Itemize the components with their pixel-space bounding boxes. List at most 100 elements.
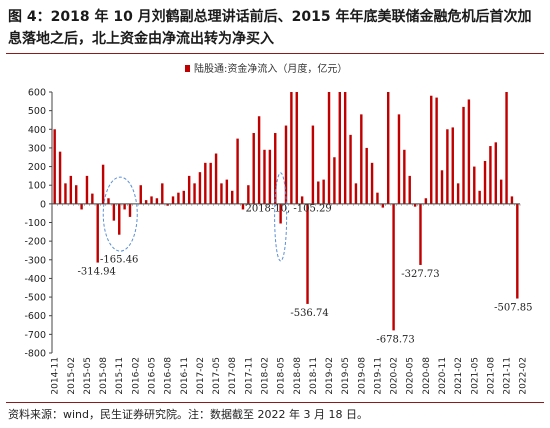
data-label: -678.73 [376,334,414,345]
bar [101,164,105,204]
y-tick-label: -800 [24,349,46,360]
x-tick-label: 2018-08 [293,357,303,395]
bar [187,175,191,204]
bar [123,203,126,210]
bar [333,157,336,204]
title-rule [6,53,544,54]
bar [91,193,94,204]
net-inflow-bar-chart: -800 -700 -600 -500 -400 -300 -200 -100 0 100 200 3… [24,62,533,395]
y-axis: -800 -700 -600 -500 -400 -300 -200 -100 0 100 200 3… [24,88,53,360]
page-title: 图 4：2018 年 10 月刘鹤副总理讲话前后、2015 年年底美联储金融危机… [8,9,532,47]
bar [85,175,89,204]
y-tick-label: 200 [28,162,46,173]
x-tick-label: 2016-08 [164,357,174,395]
bar [150,196,153,204]
bar [58,151,62,204]
bar [467,99,471,204]
bar [214,153,218,204]
x-tick-label: 2014-11 [51,357,61,395]
x-tick-label: 2019-08 [357,357,367,395]
bar [435,97,438,204]
legend-label: 陆股通:资金净流入（月度，亿元） [194,62,347,75]
y-tick-label: -400 [24,274,46,285]
bar [252,133,255,204]
x-tick-label: 2019-11 [373,357,383,395]
bar [144,200,148,204]
bar [225,179,229,204]
bar [107,198,110,204]
legend-swatch [185,65,190,72]
callout-ellipses [102,172,288,262]
y-tick-label: 300 [28,143,46,154]
data-label: -327.73 [401,269,439,280]
bar [354,183,358,204]
bar [241,203,245,210]
bar [295,92,298,204]
bar [53,129,56,204]
bar [236,138,239,204]
x-tick-label: 2021-05 [470,357,480,395]
bar [128,203,132,217]
x-tick-label: 2020-05 [406,357,416,395]
x-tick-label: 2017-08 [228,357,238,395]
source-rule [6,402,544,403]
y-tick-label: 400 [28,125,46,136]
bar [483,160,487,204]
bar [397,114,401,204]
callout-ellipse-2018 [274,172,288,262]
bar [365,147,368,204]
bar [478,190,481,204]
bar [75,185,78,204]
source-note: 资料来源：wind，民生证券研究院。注：数据截至 2022 年 3 月 18 日… [8,408,368,421]
bar [327,92,331,204]
bar [338,92,341,204]
data-label: -314.94 [78,267,116,278]
x-tick-label: 2021-02 [454,357,464,395]
bar [376,192,379,204]
bar [392,203,395,331]
bar-series [53,92,519,331]
x-tick-label: 2020-11 [438,357,448,395]
data-label: -536.74 [290,308,328,319]
x-tick-label: 2019-02 [325,357,335,395]
y-tick-label: -700 [24,330,46,341]
y-tick-label: -200 [24,237,46,248]
bar [322,179,325,204]
x-tick-label: 2019-05 [341,357,351,395]
bar [64,183,67,204]
y-tick-label: -600 [24,311,46,322]
bar [489,146,492,204]
bar [198,172,202,204]
bar [440,170,444,204]
x-tick-label: 2017-02 [196,357,206,395]
callout-ellipse-2015 [102,176,138,252]
x-tick-label: 2021-08 [486,357,496,395]
bar [413,203,417,207]
bar [300,196,304,204]
x-tick-label: 2018-05 [277,357,287,395]
y-tick-label: -100 [24,218,46,229]
bar [408,175,411,204]
bar [306,203,309,304]
bar [274,133,277,204]
bar [381,203,385,208]
bar [112,203,116,221]
y-tick-label: 500 [28,106,46,117]
bar [403,149,406,204]
bar [387,92,390,204]
bar [257,116,261,204]
bar [456,183,460,204]
bar [69,175,73,204]
bar [171,196,175,204]
x-tick-label: 2015-02 [67,357,77,395]
data-labels: -314.94-165.46 2018-10, -105.29 -536.74 -67… [78,203,533,345]
x-tick-label: 2016-11 [180,357,190,395]
x-tick-label: 2021-11 [503,357,513,395]
x-tick-labels: 2014-11 2015-02 2015-05 2015-08 2015-11 2016-… [51,357,529,395]
x-tick-label: 2015-05 [83,357,93,395]
bar [204,162,207,204]
bar [473,166,476,204]
bar [263,149,266,204]
bar [193,183,196,204]
bar [284,125,288,204]
